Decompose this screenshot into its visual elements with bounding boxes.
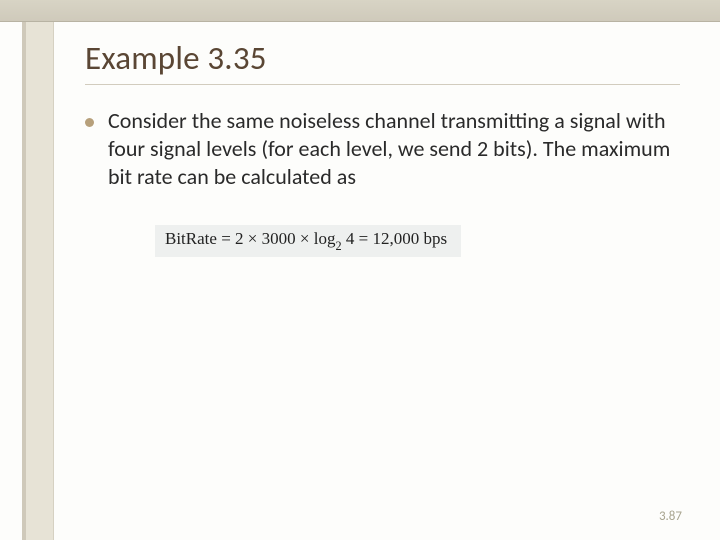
formula-log-arg: 4 [346, 229, 355, 248]
slide-title: Example 3.35 [85, 38, 680, 78]
formula-eq2: = [359, 229, 369, 248]
bullet-item: Consider the same noiseless channel tran… [85, 107, 680, 191]
formula-lhs: BitRate [165, 229, 217, 248]
formula: BitRate = 2 × 3000 × log2 4 = 12,000 bps [155, 225, 461, 256]
formula-result: 12,000 bps [372, 229, 447, 248]
slide-content: Example 3.35 Consider the same noiseless… [85, 38, 680, 257]
formula-log-base: 2 [335, 239, 341, 253]
formula-factor1: 2 [235, 229, 244, 248]
slide-top-bar [0, 0, 720, 22]
page-number: 3.87 [659, 509, 682, 524]
formula-times-2: × [300, 229, 310, 248]
formula-times-1: × [248, 229, 258, 248]
formula-eq: = [221, 229, 231, 248]
title-underline [85, 84, 680, 85]
slide-side-strip [26, 22, 54, 540]
bullet-dot-icon [85, 118, 94, 127]
bullet-text: Consider the same noiseless channel tran… [108, 107, 680, 191]
formula-block: BitRate = 2 × 3000 × log2 4 = 12,000 bps [155, 225, 680, 256]
formula-factor2: 3000 [262, 229, 296, 248]
formula-log: log [314, 229, 336, 248]
